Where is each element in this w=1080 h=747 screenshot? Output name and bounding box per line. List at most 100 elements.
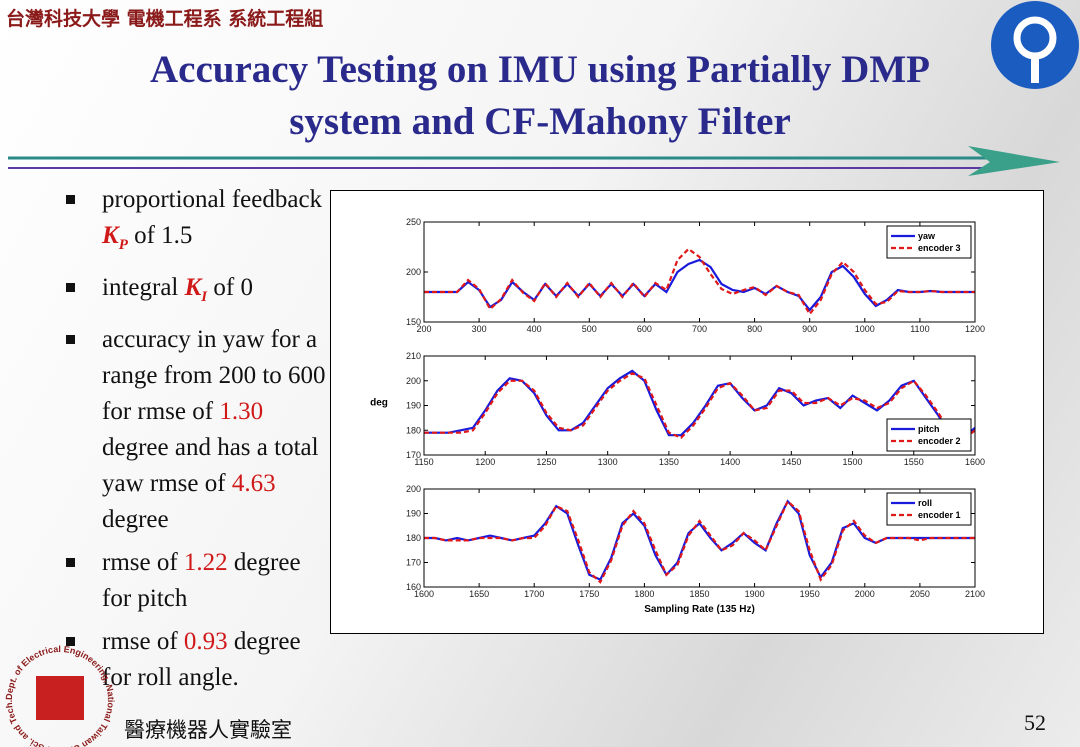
y-tick-label: 170 — [406, 558, 421, 568]
series-line — [424, 499, 975, 584]
plot-frame — [423, 488, 976, 588]
series-line — [424, 247, 975, 316]
legend-box — [886, 492, 972, 526]
x-tick-label: 1300 — [598, 457, 618, 467]
y-tick-label: 180 — [406, 425, 421, 435]
x-tick-label: 1000 — [855, 324, 875, 334]
x-tick-label: 2050 — [910, 589, 930, 599]
y-tick-label: 210 — [406, 351, 421, 361]
legend-label: encoder 3 — [918, 243, 961, 253]
logo-mark — [36, 676, 84, 720]
legend-label: roll — [918, 498, 932, 508]
x-tick-label: 400 — [527, 324, 542, 334]
title-line: system and CF-Mahony Filter — [289, 100, 791, 143]
legend-box — [886, 225, 972, 259]
legend-label: yaw — [918, 231, 936, 241]
text: proportional feedback — [102, 186, 323, 213]
y-tick-label: 250 — [406, 217, 421, 227]
plot-area — [424, 489, 975, 587]
x-tick-label: 700 — [692, 324, 707, 334]
x-tick-label: 1100 — [910, 324, 929, 334]
x-tick-label: 1350 — [659, 457, 679, 467]
text: degree for pitch — [102, 549, 301, 612]
subscript: P — [118, 237, 128, 253]
text: degree for roll angle. — [102, 628, 301, 691]
x-tick-label: 2000 — [855, 589, 875, 599]
bullet: integral KI of 0 — [62, 270, 332, 315]
bullet: proportional feedback KP of 1.5 — [62, 182, 332, 263]
org-header: 台灣科技大學 電機工程系 系統工程組 — [6, 8, 324, 30]
text: degree and has a total yaw rmse of — [102, 434, 319, 497]
y-tick-label: 200 — [406, 376, 421, 386]
series-line — [424, 372, 976, 442]
text: rmse of — [102, 628, 184, 655]
y-tick-label: 200 — [406, 484, 421, 494]
symbol: KI — [184, 274, 208, 305]
number: 1.22 — [183, 549, 228, 576]
arrow — [968, 146, 1060, 176]
text: of 0 — [207, 274, 253, 301]
number: 1.30 — [219, 398, 264, 425]
number: 4.63 — [231, 470, 276, 497]
x-tick-label: 1950 — [800, 589, 820, 599]
y-tick-label: 200 — [406, 267, 421, 277]
plot-area — [424, 222, 975, 322]
text: integral — [102, 274, 185, 301]
y-tick-label: 170 — [406, 450, 421, 460]
x-tick-label: 1500 — [843, 457, 863, 467]
x-tick-label: 1150 — [414, 457, 433, 467]
lab-name: 醫療機器人實驗室 — [124, 718, 292, 742]
x-tick-label: 1800 — [634, 589, 654, 599]
text: K — [102, 222, 119, 249]
legend-label: encoder 1 — [918, 510, 961, 520]
legend-box — [886, 418, 972, 452]
x-tick-label: 800 — [747, 324, 762, 334]
number: 0.93 — [183, 628, 228, 655]
x-tick-label: 200 — [416, 324, 431, 334]
x-tick-label: 300 — [472, 324, 487, 334]
y-tick-label: 180 — [406, 533, 421, 543]
x-tick-label: 1600 — [414, 589, 434, 599]
y-axis-label: deg — [370, 398, 388, 409]
x-tick-label: 1200 — [965, 324, 985, 334]
legend-label: encoder 2 — [918, 436, 961, 446]
x-tick-label: 1700 — [524, 589, 544, 599]
bullet: accuracy in yaw for a range from 200 to … — [62, 322, 332, 538]
bullet-list: proportional feedback KP of 1.5 integral… — [62, 182, 332, 703]
page-number: 52 — [1024, 710, 1046, 735]
x-tick-label: 1850 — [689, 589, 709, 599]
x-tick-label: 1250 — [536, 457, 556, 467]
x-tick-label: 1900 — [745, 589, 765, 599]
bullet: rmse of 0.93 degree for roll angle. — [62, 624, 332, 696]
text: accuracy in yaw for a range from 200 to … — [102, 326, 326, 425]
y-tick-label: 190 — [406, 401, 421, 411]
text: of 1.5 — [127, 222, 193, 249]
decor — [8, 1, 1079, 176]
dept-logo: Dept. of Electrical Engineering, Nationa… — [4, 644, 116, 747]
x-tick-label: 1550 — [904, 457, 924, 467]
plot-frame — [423, 221, 976, 323]
x-tick-label: 1200 — [475, 457, 495, 467]
y-tick-label: 150 — [406, 317, 421, 327]
subscript: I — [201, 289, 208, 305]
plot-frame — [423, 355, 976, 456]
y-tick-label: 160 — [406, 582, 421, 592]
x-tick-label: 2100 — [965, 589, 985, 599]
title-line: Accuracy Testing on IMU using Partially … — [150, 48, 930, 91]
text: rmse of — [102, 549, 184, 576]
x-tick-label: 1750 — [579, 589, 599, 599]
x-tick-label: 1650 — [469, 589, 489, 599]
x-tick-label: 1450 — [781, 457, 801, 467]
text: K — [184, 274, 202, 301]
x-tick-label: 1400 — [720, 457, 740, 467]
symbol: KP — [102, 222, 128, 253]
x-tick-label: 600 — [637, 324, 652, 334]
bullet: rmse of 1.22 degree for pitch — [62, 545, 332, 617]
logo — [991, 1, 1079, 89]
legend-label: pitch — [918, 424, 940, 434]
x-axis-label: Sampling Rate (135 Hz) — [644, 604, 755, 615]
x-tick-label: 1600 — [965, 457, 985, 467]
logo — [1031, 55, 1039, 83]
